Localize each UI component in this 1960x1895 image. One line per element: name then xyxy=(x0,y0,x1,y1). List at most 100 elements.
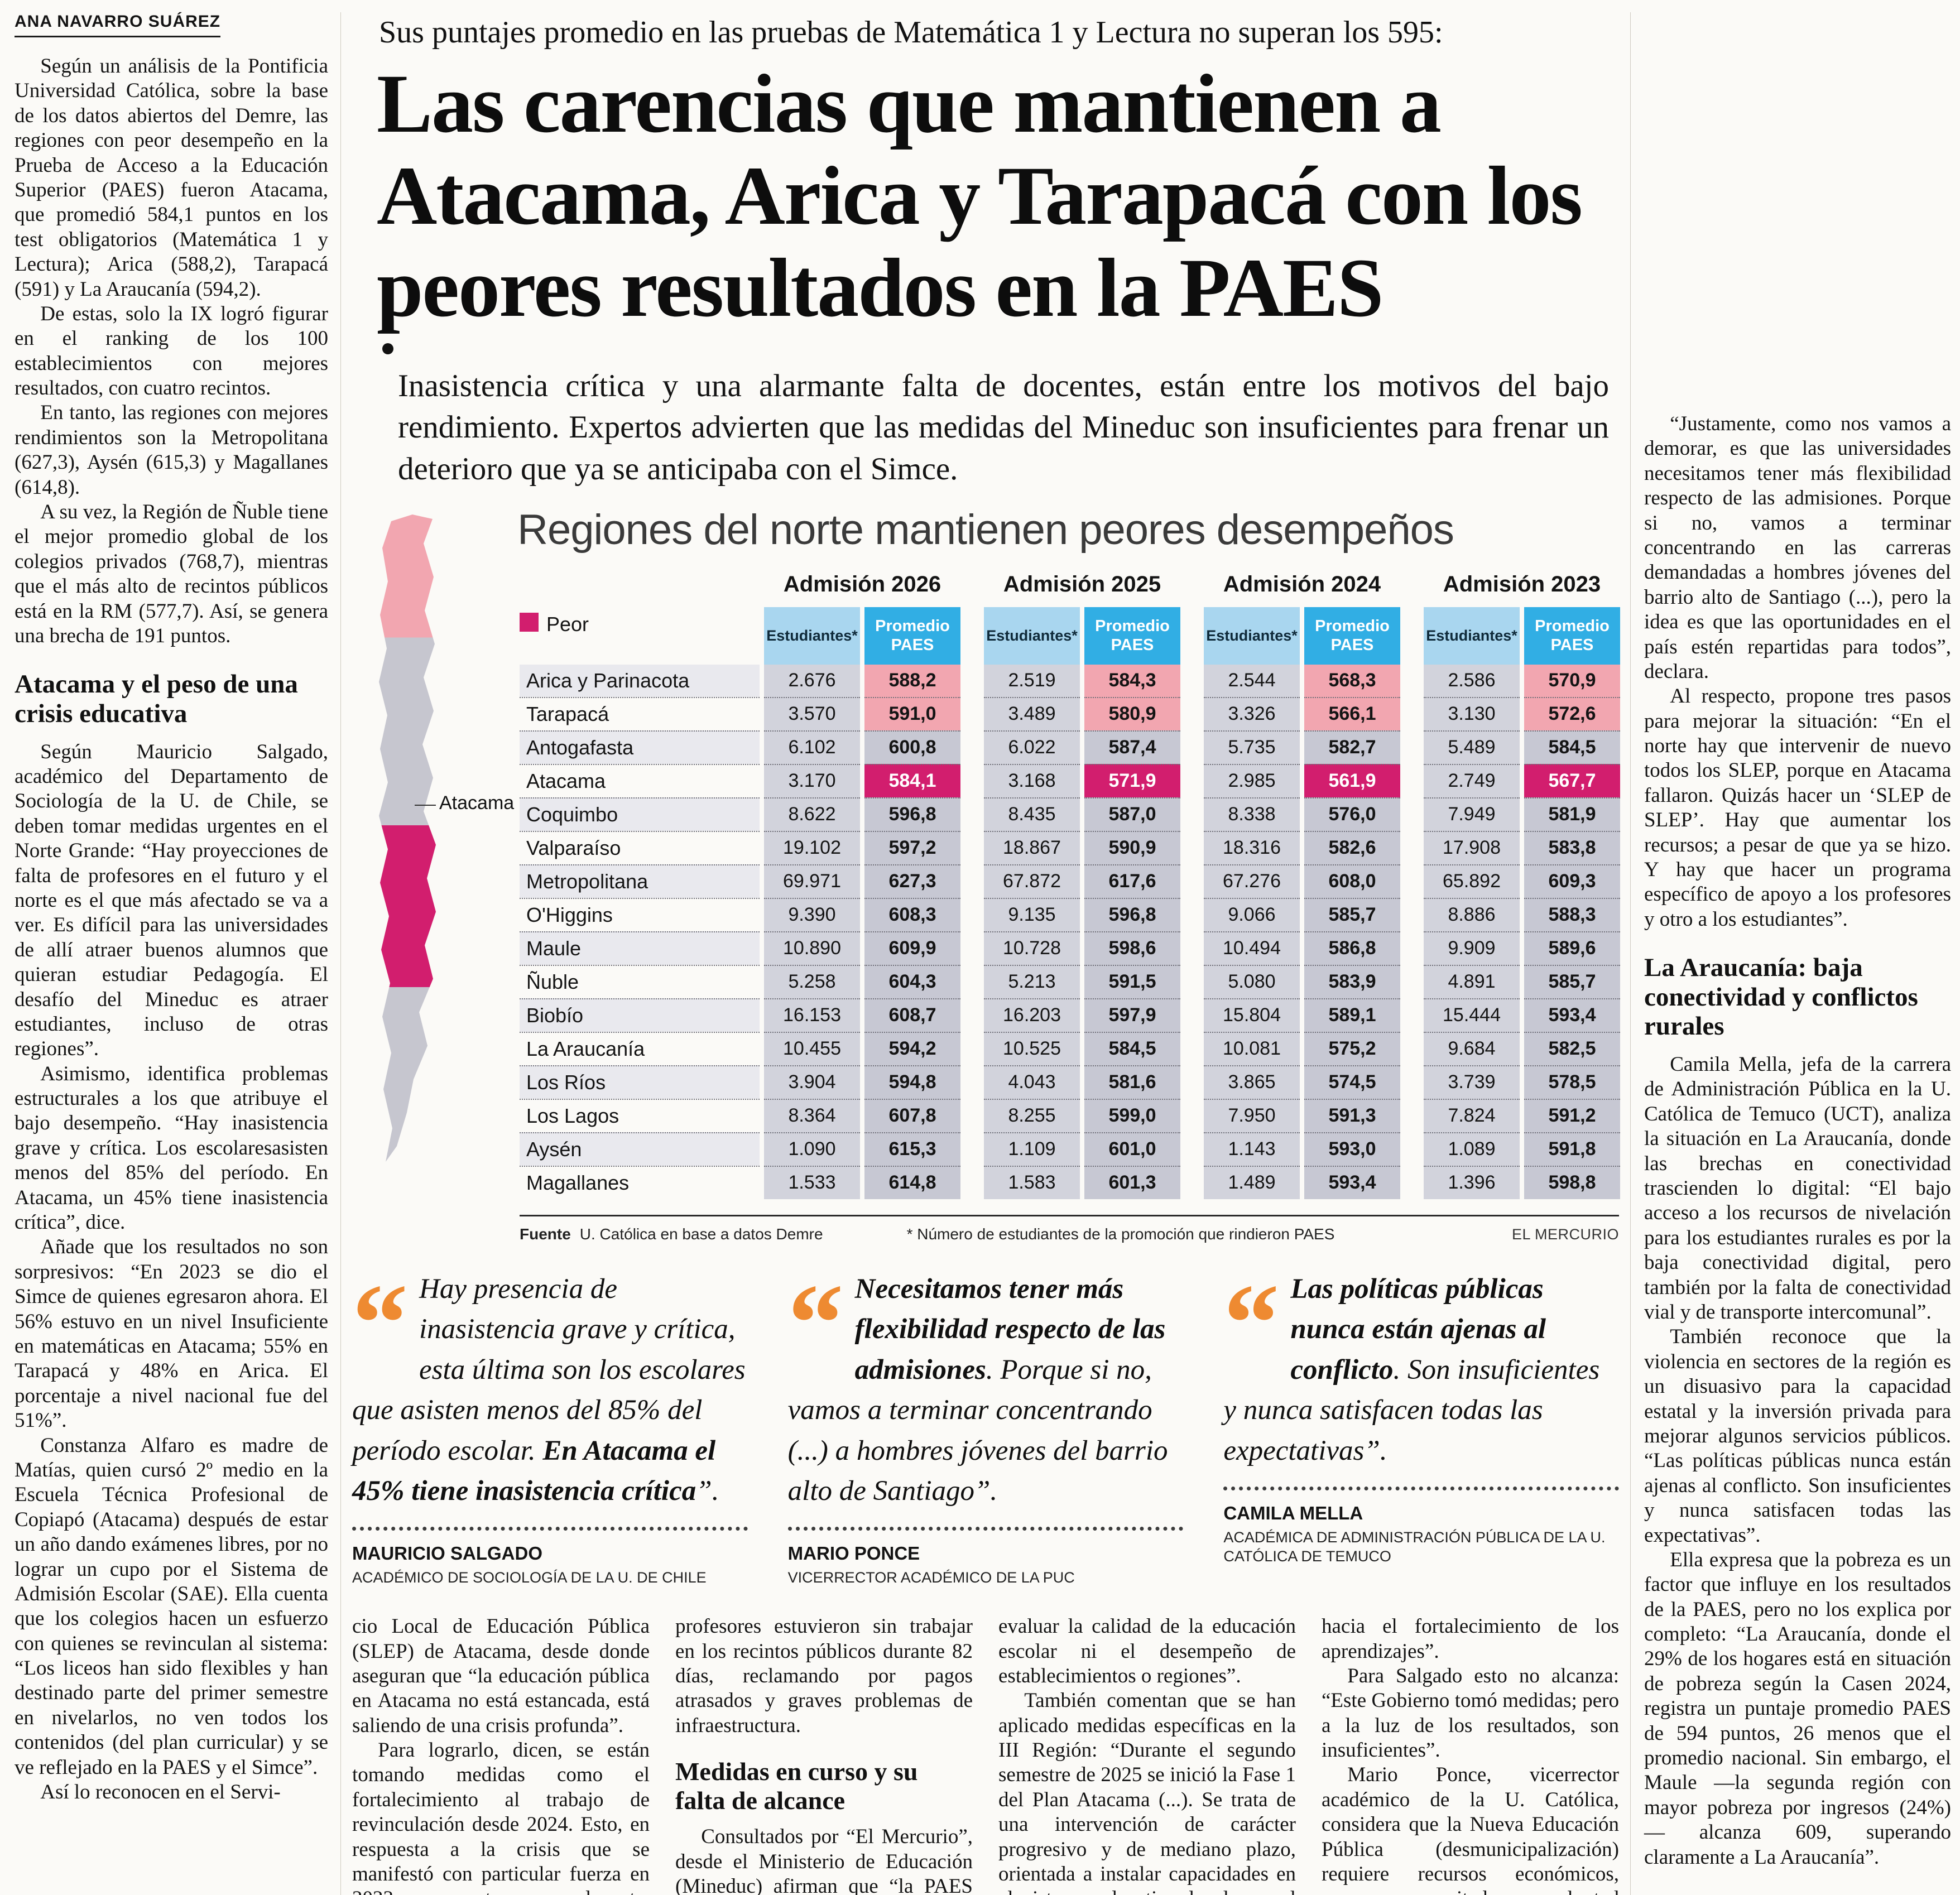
map-region-label: Atacama xyxy=(414,792,515,814)
average-value-cell: 570,9 xyxy=(1524,664,1620,697)
average-column-header: Promedio PAES xyxy=(1084,607,1180,665)
students-value-cell: 5.258 xyxy=(764,964,860,998)
students-value-cell: 3.170 xyxy=(764,763,860,797)
article-paragraph: “Justamente, como nos vamos a demorar, e… xyxy=(1644,412,1951,683)
students-value-cell: 2.749 xyxy=(1424,763,1520,797)
quote-bold-text: Las políticas públicas nunca están ajena… xyxy=(1290,1273,1546,1386)
students-value-cell: 1.583 xyxy=(984,1165,1080,1199)
article-paragraph: En tanto, las regiones con mejores rendi… xyxy=(15,401,328,499)
average-value-cell: 600,8 xyxy=(864,730,960,764)
average-value-cell: 588,3 xyxy=(1524,897,1620,931)
students-value-cell: 3.739 xyxy=(1424,1065,1520,1099)
left-column-body: Según un análisis de la Pontificia Unive… xyxy=(15,54,328,1805)
bottom-text-columns: cio Local de Educación Pública (SLEP) de… xyxy=(352,1614,1619,1895)
quote-author-role: ACADÉMICA DE ADMINISTRACIÓN PÚBLICA DE L… xyxy=(1223,1528,1606,1565)
students-value-cell: 10.890 xyxy=(764,931,860,965)
average-value-cell: 617,6 xyxy=(1084,864,1180,898)
average-value-cell: 596,8 xyxy=(864,797,960,831)
average-value-cell: 580,9 xyxy=(1084,696,1180,730)
students-value-cell: 18.316 xyxy=(1204,830,1300,864)
students-column-header: Estudiantes* xyxy=(764,607,860,665)
article-paragraph: Consultados por “El Mercurio”, desde el … xyxy=(675,1825,973,1895)
average-value-cell: 583,9 xyxy=(1304,964,1400,998)
average-column-header: Promedio PAES xyxy=(1304,607,1400,665)
article-paragraph: cio Local de Educación Pública (SLEP) de… xyxy=(352,1615,650,1737)
average-value-cell: 571,9 xyxy=(1084,763,1180,797)
students-value-cell: 3.489 xyxy=(984,696,1080,730)
students-value-cell: 8.622 xyxy=(764,797,860,831)
average-value-cell: 584,5 xyxy=(1084,1031,1180,1065)
admission-year-header: Admisión 2026 xyxy=(783,572,941,597)
quote-bold-text: Necesitamos tener más flexibilidad respe… xyxy=(854,1273,1166,1386)
students-value-cell: 15.444 xyxy=(1424,998,1520,1032)
students-value-cell: 9.135 xyxy=(984,897,1080,931)
students-value-cell: 3.904 xyxy=(764,1065,860,1099)
right-column-body: “Justamente, como nos vamos a demorar, e… xyxy=(1644,412,1951,1870)
average-value-cell: 598,6 xyxy=(1084,931,1180,965)
average-value-cell: 597,9 xyxy=(1084,998,1180,1032)
students-value-cell: 8.255 xyxy=(984,1098,1080,1132)
students-value-cell: 2.544 xyxy=(1204,664,1300,697)
students-value-cell: 67.872 xyxy=(984,864,1080,898)
article-paragraph: Constanza Alfaro es madre de Matías, qui… xyxy=(15,1434,328,1779)
quote-text: Necesitamos tener más flexibilidad respe… xyxy=(788,1269,1184,1511)
students-value-cell: 9.909 xyxy=(1424,931,1520,965)
average-value-cell: 575,2 xyxy=(1304,1031,1400,1065)
average-value-cell: 593,4 xyxy=(1524,998,1620,1032)
region-label-cell: Magallanes xyxy=(520,1165,760,1199)
section-subhead: Atacama y el peso de una crisis educativ… xyxy=(15,670,298,728)
article-paragraph: Para Salgado esto no alcanza: “Este Gobi… xyxy=(1322,1664,1619,1762)
region-label-cell: O'Higgins xyxy=(520,897,760,931)
average-value-cell: 582,5 xyxy=(1524,1031,1620,1065)
average-value-cell: 583,8 xyxy=(1524,830,1620,864)
byline: ANA NAVARRO SUÁREZ xyxy=(15,12,328,37)
students-value-cell: 1.396 xyxy=(1424,1165,1520,1199)
deck: Inasistencia crítica y una alarmante fal… xyxy=(398,368,1609,487)
headline-end-dot xyxy=(382,343,393,355)
students-value-cell: 16.203 xyxy=(984,998,1080,1032)
average-value-cell: 593,4 xyxy=(1304,1165,1400,1199)
average-value-cell: 601,3 xyxy=(1084,1165,1180,1199)
students-value-cell: 10.455 xyxy=(764,1031,860,1065)
average-value-cell: 566,1 xyxy=(1304,696,1400,730)
students-value-cell: 69.971 xyxy=(764,864,860,898)
average-value-cell: 589,6 xyxy=(1524,931,1620,965)
students-value-cell: 3.570 xyxy=(764,696,860,730)
average-value-cell: 584,1 xyxy=(864,763,960,797)
region-label-cell: Metropolitana xyxy=(520,864,760,898)
quote-icon: “ xyxy=(352,1261,408,1385)
average-value-cell: 614,8 xyxy=(864,1165,960,1199)
quote-text: Hay presencia de inasistencia grave y cr… xyxy=(352,1269,748,1511)
region-label-cell: Atacama xyxy=(520,763,760,797)
average-value-cell: 608,0 xyxy=(1304,864,1400,898)
average-value-cell: 591,3 xyxy=(1304,1098,1400,1132)
students-value-cell: 18.867 xyxy=(984,830,1080,864)
average-value-cell: 582,7 xyxy=(1304,730,1400,764)
right-article-column: “Justamente, como nos vamos a demorar, e… xyxy=(1630,12,1951,1895)
students-value-cell: 2.586 xyxy=(1424,664,1520,697)
average-value-cell: 608,3 xyxy=(864,897,960,931)
dotted-divider xyxy=(787,1527,1184,1531)
quote-author-role: ACADÉMICO DE SOCIOLOGÍA DE LA U. DE CHIL… xyxy=(352,1569,707,1586)
article-paragraph: Añade que los resultados no son sorpresi… xyxy=(15,1235,328,1432)
dotted-divider xyxy=(352,1527,748,1531)
average-value-cell: 567,7 xyxy=(1524,763,1620,797)
quote-plain-text: ”. xyxy=(696,1475,719,1507)
students-value-cell: 67.276 xyxy=(1204,864,1300,898)
average-value-cell: 594,8 xyxy=(864,1065,960,1099)
students-column-header: Estudiantes* xyxy=(1424,607,1520,665)
students-value-cell: 4.891 xyxy=(1424,964,1520,998)
average-value-cell: 584,3 xyxy=(1084,664,1180,697)
average-value-cell: 576,0 xyxy=(1304,797,1400,831)
admission-year-header: Admisión 2024 xyxy=(1223,572,1381,597)
average-value-cell: 585,7 xyxy=(1304,897,1400,931)
average-value-cell: 588,2 xyxy=(864,664,960,697)
article-paragraph: Al respecto, propone tres pasos para mej… xyxy=(1644,685,1951,931)
headline: Las carencias que mantienen a Atacama, A… xyxy=(377,58,1619,334)
legend-label: Peor xyxy=(546,613,589,636)
article-paragraph: Según Mauricio Salgado, académico del De… xyxy=(15,740,328,1061)
average-value-cell: 585,7 xyxy=(1524,964,1620,998)
students-value-cell: 2.676 xyxy=(764,664,860,697)
students-value-cell: 3.326 xyxy=(1204,696,1300,730)
students-value-cell: 5.735 xyxy=(1204,730,1300,764)
